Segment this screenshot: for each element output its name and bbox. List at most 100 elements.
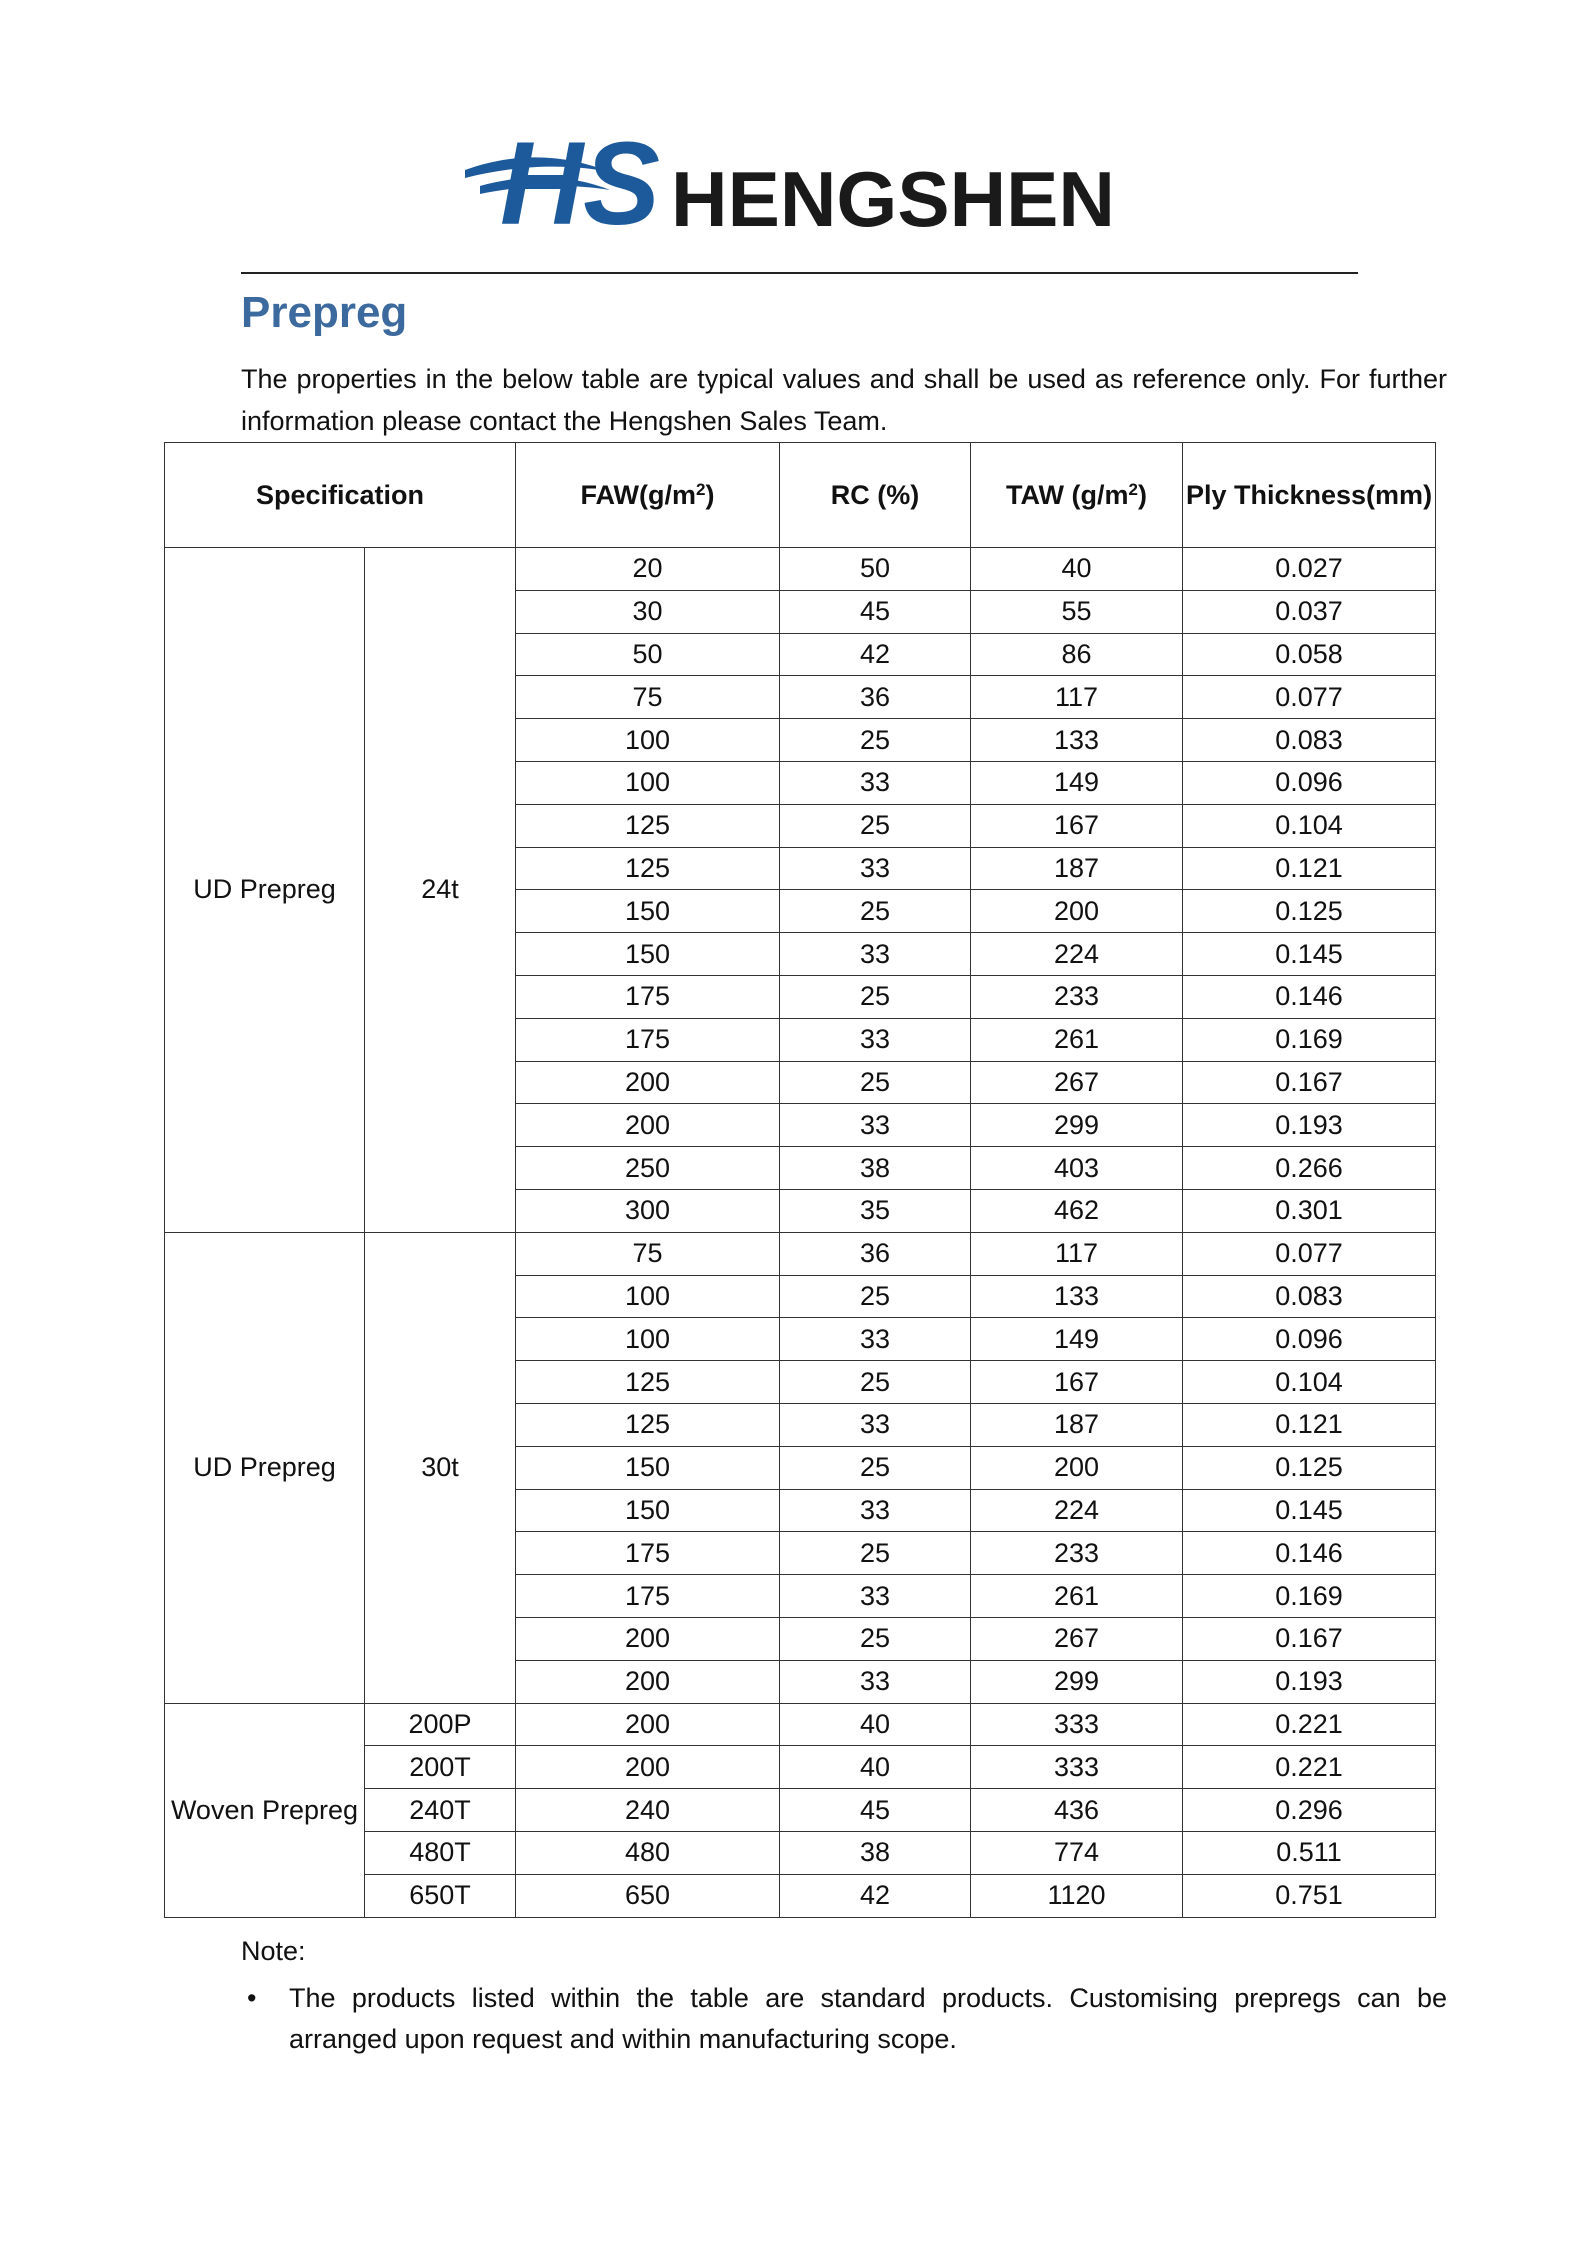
table-row: 125 33 187 0.121 [165, 1402, 1437, 1447]
value-cell: 42 [779, 632, 972, 677]
value-cell: 224 [970, 1488, 1184, 1533]
table-row: 300 35 462 0.301 [165, 1188, 1437, 1233]
table-row: 200 25 267 0.167 [165, 1060, 1437, 1105]
value-cell: 0.511 [1182, 1830, 1437, 1875]
value-cell: 333 [970, 1702, 1184, 1747]
header-sup: 2 [1128, 480, 1138, 499]
grade-cell: 240T [363, 1788, 517, 1832]
value-cell: 40 [779, 1745, 972, 1790]
value-cell: 0.301 [1182, 1188, 1437, 1233]
value-cell: 25 [779, 1274, 972, 1319]
grade-cell: 30t [363, 1231, 517, 1704]
value-cell: 38 [779, 1146, 972, 1190]
value-cell: 25 [779, 1531, 972, 1576]
table-row: 200 25 267 0.167 [165, 1616, 1437, 1661]
value-cell: 233 [970, 1531, 1184, 1576]
value-cell: 45 [779, 589, 972, 634]
value-cell: 33 [779, 932, 972, 976]
header-text: TAW (g/m [1006, 480, 1129, 510]
value-cell: 200 [515, 1702, 781, 1747]
value-cell: 0.193 [1182, 1659, 1437, 1704]
value-cell: 200 [515, 1745, 781, 1790]
value-cell: 45 [779, 1788, 972, 1832]
value-cell: 25 [779, 1060, 972, 1105]
value-cell: 25 [779, 803, 972, 848]
value-cell: 33 [779, 1574, 972, 1618]
value-cell: 0.125 [1182, 889, 1437, 934]
table-row: 250 38 403 0.266 [165, 1146, 1437, 1190]
value-cell: 175 [515, 1531, 781, 1576]
value-cell: 125 [515, 803, 781, 848]
header-text: ) [705, 480, 715, 510]
value-cell: 480 [515, 1830, 781, 1875]
value-cell: 774 [970, 1830, 1184, 1875]
value-cell: 33 [779, 846, 972, 891]
value-cell: 55 [970, 589, 1184, 634]
table-row: 50 42 86 0.058 [165, 632, 1437, 677]
value-cell: 150 [515, 1488, 781, 1533]
group-cell: UD Prepreg [164, 1231, 365, 1704]
value-cell: 0.146 [1182, 1531, 1437, 1576]
value-cell: 40 [779, 1702, 972, 1747]
value-cell: 187 [970, 846, 1184, 891]
value-cell: 403 [970, 1146, 1184, 1190]
table-row: 100 33 149 0.096 [165, 760, 1437, 805]
value-cell: 200 [970, 889, 1184, 934]
note-label: Note: [241, 1936, 306, 1966]
table-row: Woven Prepreg 200P 200 40 333 0.221 [164, 1702, 1437, 1918]
header-cell: Ply Thickness(mm) [1182, 442, 1437, 548]
value-cell: 0.037 [1182, 589, 1437, 634]
value-cell: 125 [515, 846, 781, 891]
value-cell: 100 [515, 1317, 781, 1362]
divider [241, 272, 1358, 274]
value-cell: 200 [515, 1103, 781, 1148]
value-cell: 40 [970, 547, 1184, 591]
value-cell: 86 [970, 632, 1184, 677]
value-cell: 224 [970, 932, 1184, 976]
value-cell: 1120 [970, 1873, 1184, 1918]
value-cell: 75 [515, 675, 781, 720]
table-row: 175 33 261 0.169 [165, 1017, 1437, 1062]
value-cell: 240 [515, 1788, 781, 1832]
header-row: Specification FAW(g/m2) RC (%) TAW (g/m2) Pl… [163, 442, 1437, 548]
table-row: 200 33 299 0.193 [165, 1103, 1437, 1148]
value-cell: 0.104 [1182, 1360, 1437, 1404]
value-cell: 20 [515, 547, 781, 591]
value-cell: 0.169 [1182, 1574, 1437, 1618]
value-cell: 38 [779, 1830, 972, 1875]
value-cell: 0.096 [1182, 760, 1437, 805]
note-item: The products listed within the table are… [247, 1978, 1447, 2060]
value-cell: 25 [779, 1445, 972, 1490]
value-cell: 25 [779, 718, 972, 762]
logo-text: HENGSHEN [671, 155, 1115, 240]
logo-wave [465, 157, 610, 178]
value-cell: 261 [970, 1017, 1184, 1062]
value-cell: 462 [970, 1188, 1184, 1233]
table-row: 100 25 133 0.083 [165, 718, 1437, 762]
title: Prepreg [241, 288, 408, 337]
header-text: ) [1137, 480, 1147, 510]
value-cell: 133 [970, 718, 1184, 762]
grade-cell: 480T [363, 1830, 517, 1875]
header-cell: Specification [163, 442, 517, 548]
grade-cell: 650T [363, 1873, 517, 1918]
value-cell: 0.027 [1182, 547, 1437, 591]
value-cell: 0.751 [1182, 1873, 1437, 1918]
value-cell: 436 [970, 1788, 1184, 1832]
logo-wave [480, 177, 610, 194]
value-cell: 0.145 [1182, 932, 1437, 976]
value-cell: 167 [970, 803, 1184, 848]
value-cell: 0.096 [1182, 1317, 1437, 1362]
table-row: 75 36 117 0.077 [165, 675, 1437, 720]
table-row: 150 25 200 0.125 [165, 1445, 1437, 1490]
table-row: 175 33 261 0.169 [165, 1574, 1437, 1618]
table-row: 150 25 200 0.125 [165, 889, 1437, 934]
grade-cell: 200T [363, 1745, 517, 1790]
grade-cell: 24t [363, 547, 517, 1233]
table-row: 200 33 299 0.193 [165, 1659, 1437, 1704]
table-row: 125 25 167 0.104 [165, 1360, 1437, 1404]
value-cell: 25 [779, 974, 972, 1019]
value-cell: 100 [515, 718, 781, 762]
value-cell: 149 [970, 1317, 1184, 1362]
value-cell: 50 [779, 547, 972, 591]
